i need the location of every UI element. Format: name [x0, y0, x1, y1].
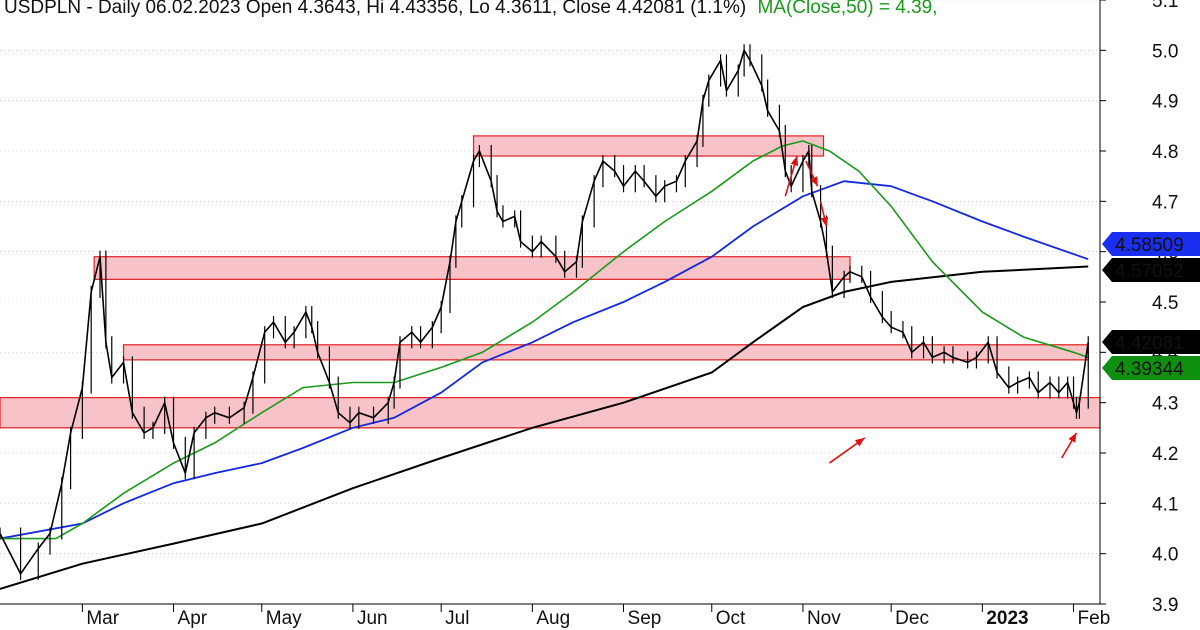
y-tick-label: 4.3	[1152, 394, 1178, 415]
ma200-line	[0, 265, 1089, 590]
chart-title-ma: MA(Close,50) = 4.39,	[757, 0, 937, 18]
y-tick-label: 4.2	[1152, 444, 1178, 465]
x-tick-label: Jul	[445, 608, 469, 629]
x-tick-label: May	[266, 608, 302, 629]
price-series	[0, 44, 1089, 580]
value-label-text: 4.39344	[1115, 359, 1184, 380]
y-axis-ticks: 3.94.04.14.24.34.44.54.64.74.84.95.05.1	[1100, 0, 1179, 616]
y-tick-label: 4.9	[1152, 92, 1178, 113]
value-label-close: 4.42081	[1102, 330, 1200, 354]
annotation-arrows	[784, 155, 1078, 464]
value-label-bg	[1102, 232, 1200, 256]
y-tick-label: 4.8	[1152, 142, 1178, 163]
value-label-text: 4.58509	[1115, 235, 1184, 256]
annotation-arrowhead	[820, 216, 829, 227]
zone-rect	[472, 135, 825, 157]
chart-title-main: USDPLN - Daily 06.02.2023 Open 4.3643, H…	[4, 0, 746, 18]
value-label-ma100: 4.58509	[1102, 232, 1200, 256]
annotation-arrowhead	[854, 437, 865, 447]
value-label-ma50: 4.39344	[1102, 356, 1200, 380]
y-tick-label: 4.7	[1152, 192, 1178, 213]
annotation-arrowhead	[810, 176, 818, 187]
chart-title: USDPLN - Daily 06.02.2023 Open 4.3643, H…	[4, 0, 938, 18]
x-tick-label: Aug	[536, 608, 570, 629]
x-tick-label: Mar	[86, 608, 119, 629]
value-label-bg	[1102, 356, 1200, 380]
y-tick-label: 4.5	[1152, 293, 1178, 314]
y-tick-label: 5.0	[1152, 41, 1178, 62]
value-label-ma200: 4.57052	[1102, 258, 1200, 282]
x-tick-label: 2023	[986, 608, 1028, 629]
zone-rect	[93, 256, 851, 280]
y-tick-label: 4.1	[1152, 494, 1178, 515]
x-tick-label: Apr	[178, 608, 208, 629]
x-axis-ticks: Mar Apr May Jun Jul Aug Sep Oct Nov Dec 2023 Feb	[81, 604, 1111, 629]
moving-averages	[0, 140, 1089, 590]
value-label-bg	[1102, 258, 1200, 282]
x-tick-label: Oct	[716, 608, 746, 629]
value-labels: 4.58509 4.57052 4.42081 4.39344	[1102, 232, 1200, 380]
annotation-arrowhead	[790, 156, 799, 166]
ma50-line	[0, 140, 1089, 540]
value-label-text: 4.42081	[1115, 333, 1184, 354]
grid-lines	[0, 0, 1100, 605]
x-tick-label: Feb	[1078, 608, 1111, 629]
x-tick-label: Sep	[628, 608, 662, 629]
support-resistance-zones	[0, 135, 1101, 429]
value-label-bg	[1102, 330, 1200, 354]
y-tick-label: 4.0	[1152, 545, 1178, 566]
x-tick-label: Nov	[807, 608, 841, 629]
x-tick-label: Dec	[895, 608, 929, 629]
price-line	[0, 48, 1089, 576]
value-label-text: 4.57052	[1115, 261, 1184, 282]
y-tick-label: 3.9	[1152, 595, 1178, 616]
y-tick-label: 5.1	[1152, 0, 1178, 12]
annotation-arrowhead	[1068, 432, 1077, 443]
x-tick-label: Jun	[357, 608, 388, 629]
ma100-line	[0, 180, 1089, 540]
